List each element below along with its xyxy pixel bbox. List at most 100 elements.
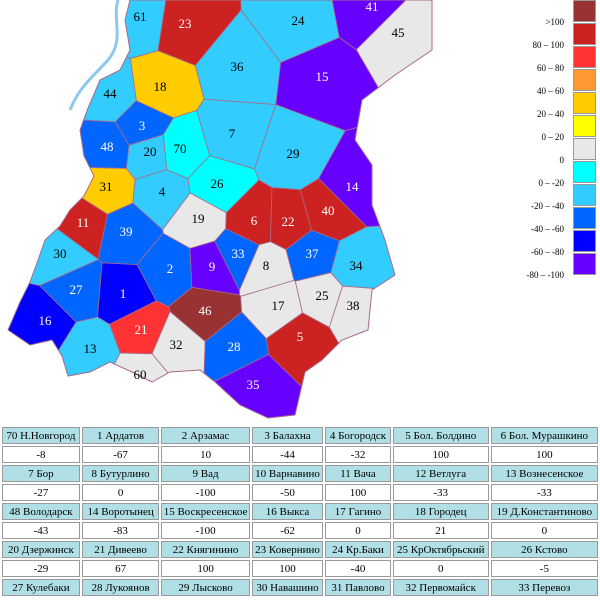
region-label: 70 (174, 141, 187, 156)
district-value-cell: -33 (392, 484, 489, 501)
region-label: 15 (316, 69, 329, 84)
district-value-cell: -83 (81, 522, 160, 539)
region-label: 31 (100, 179, 113, 194)
legend-label: -20 – -40 (531, 201, 564, 211)
district-value-cell: -8 (2, 446, 80, 463)
region-label: 26 (211, 176, 225, 191)
region-label: 37 (306, 246, 320, 261)
region-label: 46 (199, 303, 213, 318)
district-value-cell: -40 (325, 560, 391, 577)
legend-swatch (573, 138, 596, 160)
district-name-cell: 21 Дивеево (81, 541, 160, 558)
district-value-cell: -50 (251, 484, 324, 501)
district-name-cell: 7 Бор (2, 465, 80, 482)
district-name-cell: 20 Дзержинск (2, 541, 80, 558)
district-value-cell: 100 (325, 484, 391, 501)
district-name-cell: 1 Ардатов (81, 427, 160, 444)
district-value-cell: -100 (161, 522, 250, 539)
region-label: 33 (232, 246, 245, 261)
region-label: 39 (120, 224, 133, 239)
legend-label: 0 (559, 155, 565, 165)
district-name-cell: 19 Д.Константиново (490, 503, 598, 520)
district-value-cell: 0 (392, 560, 489, 577)
district-name-cell: 33 Перевоз (490, 579, 598, 596)
district-name-cell: 28 Лукоянов (81, 579, 160, 596)
district-value-cell: -62 (251, 522, 324, 539)
region-label: 24 (292, 13, 306, 28)
legend-swatch (573, 69, 596, 91)
region-label: 48 (101, 139, 114, 154)
legend-swatch (573, 207, 596, 229)
legend-label: 80 – 100 (532, 40, 565, 50)
district-name-cell: 8 Бутурлино (81, 465, 160, 482)
region-label: 7 (229, 126, 236, 141)
district-name-cell: 22 Княгинино (161, 541, 250, 558)
region-label: 28 (228, 339, 241, 354)
legend-label: -40 – -60 (531, 224, 564, 234)
district-name-cell: 29 Лысково (161, 579, 250, 596)
region-label: 13 (84, 341, 97, 356)
district-value-cell: -67 (81, 446, 160, 463)
legend-swatch (573, 115, 596, 137)
district-value-cell: 0 (81, 484, 160, 501)
region-label: 27 (70, 282, 84, 297)
table-header-row: 20 Дзержинск 21 Дивеево 22 Княгинино 23 Ков… (2, 541, 598, 558)
region-label: 40 (322, 203, 335, 218)
table-value-row: -43 -83 -100 -62 0 21 0 (2, 522, 598, 539)
district-name-cell: 24 Кр.Баки (325, 541, 391, 558)
legend-label: 60 – 80 (537, 63, 564, 73)
district-value-cell: -5 (490, 560, 598, 577)
oblast-border (7, 0, 433, 419)
region-label: 45 (392, 25, 405, 40)
legend-swatch (573, 46, 596, 68)
district-value-cell: 67 (81, 560, 160, 577)
legend-label: 20 – 40 (537, 109, 564, 119)
legend-label: -60 – -80 (531, 247, 564, 257)
district-name-cell: 16 Выкса (251, 503, 324, 520)
region-label: 29 (287, 146, 300, 161)
legend: >100 80 – 100 60 – 80 40 – 60 20 – 40 0 – 20 0… (520, 0, 600, 290)
district-name-cell: 12 Ветлуга (392, 465, 489, 482)
district-value-cell: -43 (2, 522, 80, 539)
region-label: 22 (282, 214, 295, 229)
region-label: 34 (350, 258, 364, 273)
district-value-cell: -32 (325, 446, 391, 463)
region-label: 41 (366, 0, 379, 14)
region-label: 8 (263, 258, 270, 273)
district-name-cell: 26 Кстово (490, 541, 598, 558)
region-label: 60 (134, 367, 147, 382)
district-name-cell: 14 Воротынец (81, 503, 160, 520)
legend-label: 0 – -20 (538, 178, 565, 188)
region-label: 21 (135, 322, 148, 337)
region-label: 44 (104, 86, 118, 101)
district-name-cell: 4 Богородск (325, 427, 391, 444)
district-value-cell: -100 (161, 484, 250, 501)
district-value-cell: -33 (490, 484, 598, 501)
district-value-cell: 0 (325, 522, 391, 539)
legend-swatch (573, 0, 596, 22)
district-name-cell: 15 Воскресенское (161, 503, 250, 520)
table-value-row: -29 67 100 100 -40 0 -5 (2, 560, 598, 577)
volga-river (68, 0, 120, 111)
table-header-row: 27 Кулебаки 28 Лукоянов 29 Лысково 30 Наваш… (2, 579, 598, 596)
district-name-cell: 6 Бол. Мурашкино (490, 427, 598, 444)
legend-swatch (573, 184, 596, 206)
district-name-cell: 9 Вад (161, 465, 250, 482)
district-name-cell: 32 Первомайск (392, 579, 489, 596)
legend-label: -80 – -100 (526, 270, 565, 280)
table-header-row: 48 Володарск 14 Воротынец 15 Воскресенское… (2, 503, 598, 520)
region-label: 18 (154, 79, 167, 94)
district-name-cell: 10 Варнавино (251, 465, 324, 482)
region-label: 36 (231, 59, 245, 74)
district-name-cell: 13 Вознесенское (490, 465, 598, 482)
district-value-cell: 21 (392, 522, 489, 539)
legend-label: 0 – 20 (541, 132, 565, 142)
table-value-row: -8 -67 10 -44 -32 100 100 (2, 446, 598, 463)
district-value-cell: 100 (161, 560, 250, 577)
district-name-cell: 5 Бол. Болдино (392, 427, 489, 444)
district-name-cell: 70 Н.Новгород (2, 427, 80, 444)
district-value-cell: 0 (490, 522, 598, 539)
results-table: 70 Н.Новгород 1 Ардатов 2 Арзамас 3 Балахна… (0, 425, 600, 598)
district-name-cell: 11 Вача (325, 465, 391, 482)
region-label: 1 (120, 286, 127, 301)
